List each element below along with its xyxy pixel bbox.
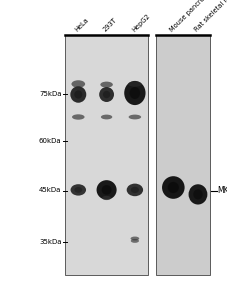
Ellipse shape bbox=[99, 87, 114, 102]
Ellipse shape bbox=[124, 81, 145, 105]
Ellipse shape bbox=[70, 86, 86, 103]
Ellipse shape bbox=[101, 185, 111, 195]
Ellipse shape bbox=[167, 182, 178, 193]
Ellipse shape bbox=[100, 82, 112, 88]
Ellipse shape bbox=[96, 180, 116, 200]
Text: HeLa: HeLa bbox=[74, 17, 90, 33]
Text: Mouse pancreas: Mouse pancreas bbox=[168, 0, 211, 33]
Bar bbox=[65, 34, 148, 274]
Text: 35kDa: 35kDa bbox=[39, 238, 61, 244]
Ellipse shape bbox=[129, 87, 140, 99]
Text: 45kDa: 45kDa bbox=[39, 188, 61, 194]
Bar bbox=[155, 34, 209, 274]
Ellipse shape bbox=[128, 81, 141, 87]
Ellipse shape bbox=[130, 239, 138, 243]
Ellipse shape bbox=[70, 184, 86, 196]
Ellipse shape bbox=[74, 90, 82, 99]
Text: MKNK1: MKNK1 bbox=[217, 186, 227, 195]
Ellipse shape bbox=[101, 196, 111, 200]
Ellipse shape bbox=[192, 189, 202, 200]
Text: Rat skeletal muscle: Rat skeletal muscle bbox=[193, 0, 227, 33]
Ellipse shape bbox=[161, 176, 184, 199]
Ellipse shape bbox=[128, 115, 141, 119]
Text: 60kDa: 60kDa bbox=[39, 138, 61, 144]
Ellipse shape bbox=[130, 187, 138, 193]
Ellipse shape bbox=[72, 114, 84, 120]
Text: HepG2: HepG2 bbox=[130, 13, 150, 33]
Ellipse shape bbox=[130, 236, 139, 241]
Text: 293T: 293T bbox=[102, 17, 118, 33]
Ellipse shape bbox=[102, 91, 110, 98]
Ellipse shape bbox=[126, 184, 143, 196]
Ellipse shape bbox=[100, 115, 112, 119]
Ellipse shape bbox=[188, 184, 207, 205]
Ellipse shape bbox=[71, 80, 85, 88]
Ellipse shape bbox=[74, 187, 82, 193]
Text: 75kDa: 75kDa bbox=[39, 92, 61, 98]
